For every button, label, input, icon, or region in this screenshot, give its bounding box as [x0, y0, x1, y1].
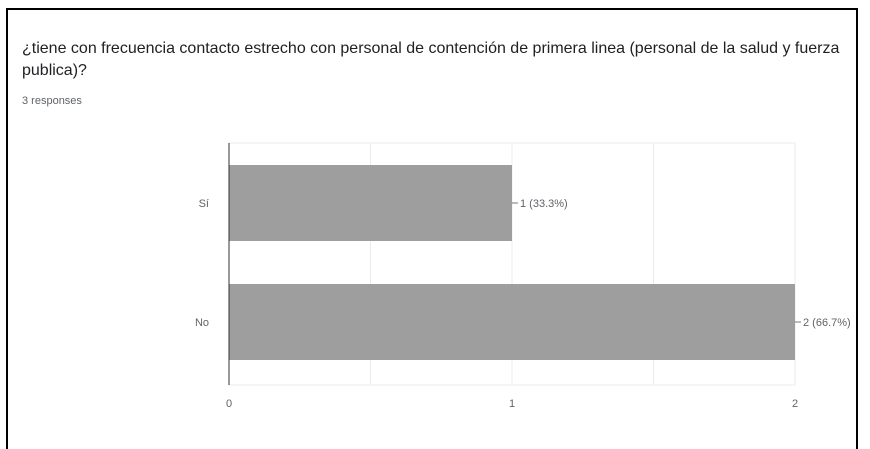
- label-layer: 0 1 2 Sí 1 (33.3%) No 2 (66.7%): [195, 143, 851, 410]
- x-tick-label: 0: [226, 398, 232, 410]
- data-label: 1 (33.3%): [520, 198, 568, 210]
- responses-count: 3 responses: [22, 95, 82, 107]
- data-label: 2 (66.7%): [803, 317, 851, 329]
- x-tick-label: 2: [792, 398, 798, 410]
- category-label: No: [195, 317, 209, 329]
- x-tick-label: 1: [509, 398, 515, 410]
- bar: [229, 284, 795, 360]
- category-label: Sí: [199, 198, 209, 210]
- question-title: ¿tiene con frecuencia contacto estrecho …: [22, 40, 840, 79]
- bar: [229, 165, 512, 241]
- bar-layer: [229, 165, 795, 360]
